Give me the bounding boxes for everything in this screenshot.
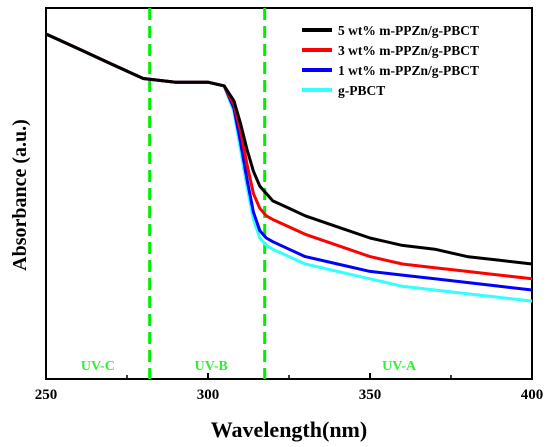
region-label-0: UV-C bbox=[81, 359, 115, 374]
legend-label-0: 5 wt% m-PPZn/g-PBCT bbox=[338, 23, 479, 38]
legend-label-1: 3 wt% m-PPZn/g-PBCT bbox=[338, 43, 479, 58]
x-axis-title: Wavelength(nm) bbox=[211, 417, 367, 442]
legend-label-2: 1 wt% m-PPZn/g-PBCT bbox=[338, 63, 479, 78]
series-line-0 bbox=[45, 32, 533, 266]
y-axis-title: Absorbance (a.u.) bbox=[9, 119, 31, 271]
x-tick-label-0: 250 bbox=[35, 387, 58, 403]
region-label-2: UV-A bbox=[382, 359, 417, 374]
legend-label-3: g-PBCT bbox=[338, 83, 385, 98]
region-label-1: UV-B bbox=[195, 359, 228, 374]
series-lines bbox=[45, 32, 533, 303]
x-tick-label-2: 350 bbox=[359, 387, 382, 403]
region-labels: UV-C UV-B UV-A bbox=[81, 359, 417, 374]
axis-ticks: 250 300 350 400 bbox=[35, 373, 544, 403]
x-tick-label-3: 400 bbox=[521, 387, 544, 403]
x-tick-label-1: 300 bbox=[197, 387, 220, 403]
legend: 5 wt% m-PPZn/g-PBCT 3 wt% m-PPZn/g-PBCT 1 … bbox=[302, 23, 479, 98]
